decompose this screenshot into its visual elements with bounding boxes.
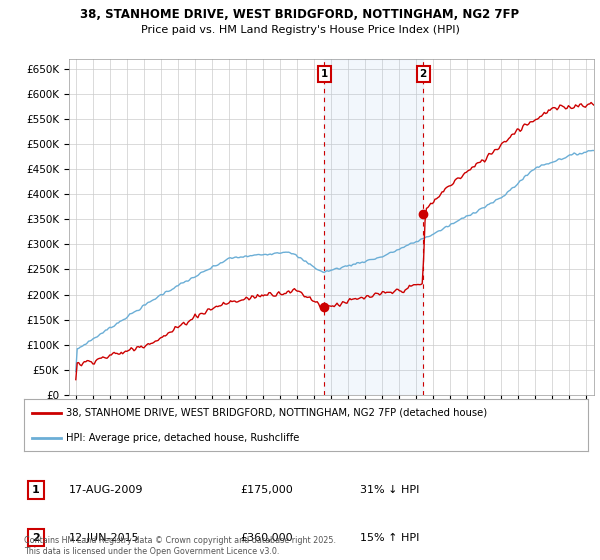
Text: Contains HM Land Registry data © Crown copyright and database right 2025.
This d: Contains HM Land Registry data © Crown c… <box>24 536 336 556</box>
Bar <box>325 59 423 395</box>
Text: £360,000: £360,000 <box>240 533 293 543</box>
Text: 1: 1 <box>32 485 40 495</box>
Text: £175,000: £175,000 <box>240 485 293 495</box>
Text: 17-AUG-2009: 17-AUG-2009 <box>69 485 143 495</box>
Text: 38, STANHOME DRIVE, WEST BRIDGFORD, NOTTINGHAM, NG2 7FP: 38, STANHOME DRIVE, WEST BRIDGFORD, NOTT… <box>80 8 520 21</box>
Text: HPI: Average price, detached house, Rushcliffe: HPI: Average price, detached house, Rush… <box>66 433 299 444</box>
Text: Price paid vs. HM Land Registry's House Price Index (HPI): Price paid vs. HM Land Registry's House … <box>140 25 460 35</box>
Text: 15% ↑ HPI: 15% ↑ HPI <box>360 533 419 543</box>
Text: 12-JUN-2015: 12-JUN-2015 <box>69 533 140 543</box>
Text: 38, STANHOME DRIVE, WEST BRIDGFORD, NOTTINGHAM, NG2 7FP (detached house): 38, STANHOME DRIVE, WEST BRIDGFORD, NOTT… <box>66 408 487 418</box>
Text: 1: 1 <box>321 69 328 79</box>
Text: 31% ↓ HPI: 31% ↓ HPI <box>360 485 419 495</box>
Text: 2: 2 <box>419 69 427 79</box>
Text: 2: 2 <box>32 533 40 543</box>
